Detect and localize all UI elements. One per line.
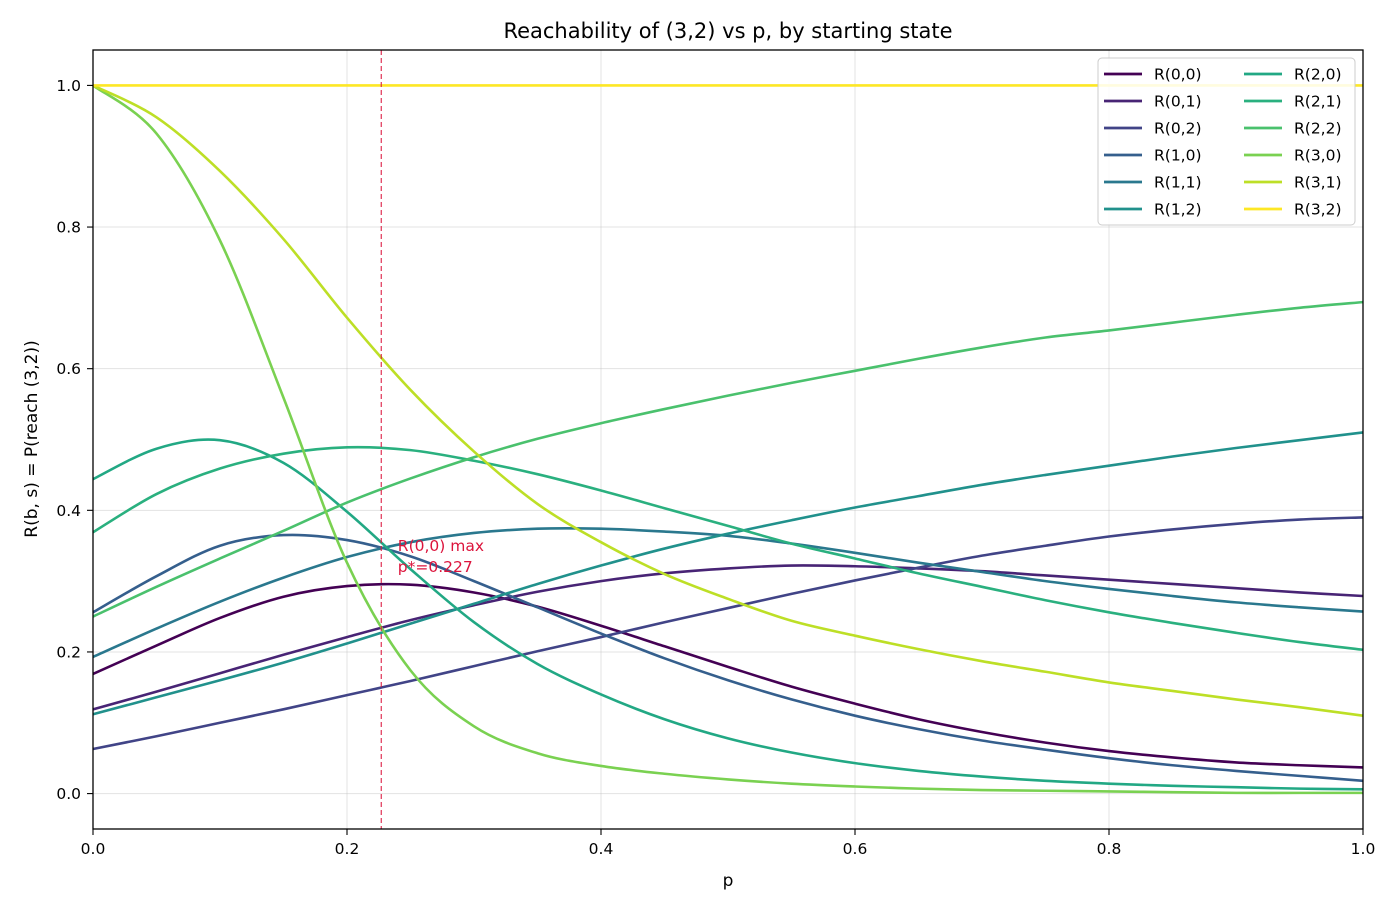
x-tick-label: 0.8 <box>1097 840 1122 858</box>
legend-label: R(2,0) <box>1294 66 1342 84</box>
legend-label: R(3,2) <box>1294 201 1342 219</box>
legend-label: R(1,1) <box>1154 174 1202 192</box>
y-tick-label: 0.4 <box>56 502 81 520</box>
legend-label: R(2,2) <box>1294 120 1342 138</box>
legend-box <box>1097 57 1356 226</box>
series-line-r-2-2 <box>92 300 1364 618</box>
y-tick-label: 1.0 <box>56 77 81 95</box>
y-tick-label: 0.0 <box>56 785 81 803</box>
legend-label: R(0,0) <box>1154 66 1202 84</box>
series-line-r-3-1 <box>92 84 1364 717</box>
legend-label: R(0,2) <box>1154 120 1202 138</box>
legend-label: R(2,1) <box>1294 93 1342 111</box>
chart-title: Reachability of (3,2) vs p, by starting … <box>503 19 952 43</box>
series-line-r-1-1 <box>92 526 1364 659</box>
series-line-r-0-0 <box>92 582 1364 769</box>
grid <box>92 50 1364 829</box>
plot-frame <box>92 49 1364 830</box>
legend-label: R(1,0) <box>1154 147 1202 165</box>
x-axis-label: p <box>723 871 734 891</box>
legend: R(0,0) R(0,1) R(0,2) R(1,0) R(1,1) R(1,2) R(2,… <box>1097 57 1356 226</box>
y-tick-label: 0.8 <box>56 219 81 237</box>
annotation: R(0,0) max p*=0.227 <box>380 50 484 829</box>
y-tick-label: 0.6 <box>56 360 81 378</box>
legend-label: R(0,1) <box>1154 93 1202 111</box>
x-tick-label: 0.4 <box>589 840 614 858</box>
series-line-r-0-1 <box>92 564 1364 711</box>
axis-ticks: 0.0 0.2 0.4 0.6 0.8 1.0 0.0 0.2 0.4 0.6 0.8 1.0 <box>56 77 1375 858</box>
series-line-r-2-1 <box>92 445 1364 652</box>
legend-label: R(3,0) <box>1294 147 1342 165</box>
series-line-r-1-0 <box>92 533 1364 783</box>
series-line-r-1-2 <box>92 431 1364 716</box>
x-tick-label: 0.2 <box>335 840 360 858</box>
x-tick-label: 0.6 <box>843 840 868 858</box>
annotation-line2: p*=0.227 <box>398 558 473 576</box>
legend-label: R(1,2) <box>1154 201 1202 219</box>
y-tick-label: 0.2 <box>56 643 81 661</box>
series-line-r-2-0 <box>92 438 1364 791</box>
y-axis-label: R(b, s) = P(reach (3,2)) <box>22 340 42 537</box>
annotation-line1: R(0,0) max <box>398 537 484 555</box>
series-line-r-0-2 <box>92 516 1364 751</box>
legend-label: R(3,1) <box>1294 174 1342 192</box>
series-line-r-3-0 <box>92 84 1363 795</box>
x-tick-label: 1.0 <box>1351 840 1376 858</box>
x-tick-label: 0.0 <box>81 840 106 858</box>
series-lines <box>92 84 1364 795</box>
